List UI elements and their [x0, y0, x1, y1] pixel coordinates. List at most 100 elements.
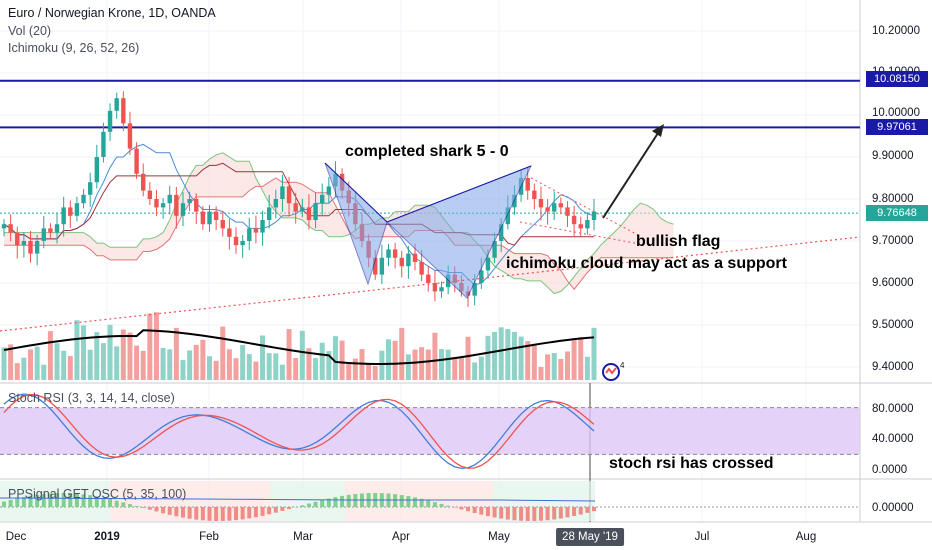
volume-bar: [465, 336, 471, 380]
candle-body: [141, 173, 146, 191]
volume-bar: [173, 327, 179, 380]
candle-body: [147, 190, 153, 199]
tradingview-logo-icon[interactable]: 4: [600, 361, 628, 381]
candlestick-series[interactable]: [1, 91, 597, 307]
candle-body: [121, 98, 126, 124]
osc-bar: [121, 502, 126, 507]
volume-bar: [551, 352, 557, 380]
candle-body: [432, 283, 438, 292]
volume-bar: [445, 349, 451, 380]
volume-bar: [372, 365, 378, 380]
ichimoku-support-annotation: ichimoku cloud may act as a support: [506, 255, 787, 272]
osc-bar: [94, 496, 99, 507]
osc-bar: [161, 507, 166, 514]
date-tick: Mar: [293, 531, 313, 543]
volume-bar: [531, 344, 537, 380]
drawing-layer[interactable]: [0, 124, 861, 522]
candle-body: [280, 186, 285, 199]
price-tick: 9.60000: [872, 277, 914, 289]
volume-bar: [14, 363, 20, 380]
osc-bar: [174, 507, 179, 517]
stoch-d-line: [3, 393, 595, 469]
volume-bar: [160, 347, 166, 380]
senkou-span-a: [4, 152, 674, 295]
volume-bar: [558, 358, 564, 380]
osc-bar: [519, 507, 524, 521]
osc-bar: [300, 505, 305, 507]
volume-bar: [564, 351, 570, 380]
candle-body: [373, 257, 378, 275]
candle-body: [399, 257, 404, 267]
volume-bar: [140, 350, 146, 380]
volume-bar: [21, 357, 27, 380]
stoch-rsi-label[interactable]: Stoch RSI (3, 3, 14, 14, close): [8, 391, 175, 405]
osc-bar: [273, 507, 278, 513]
volume-bar: [485, 335, 491, 380]
candle-body: [412, 253, 418, 262]
osc-bar: [61, 493, 66, 507]
candle-body: [167, 194, 172, 204]
osc-bar: [55, 493, 60, 507]
volume-bar: [399, 327, 405, 380]
osc-bar: [572, 507, 577, 517]
osc-bar: [545, 507, 550, 521]
volume-bar: [584, 356, 590, 380]
osc-bar: [260, 507, 265, 516]
current-price-label: 9.76648: [866, 205, 928, 221]
volume-bar: [458, 358, 464, 380]
symbol-title[interactable]: Euro / Norwegian Krone, 1D, OANDA: [8, 6, 216, 20]
candle-body: [419, 262, 424, 275]
candle-body: [293, 203, 298, 212]
volume-bar: [193, 344, 199, 380]
osc-bar: [326, 498, 331, 507]
osc-bar: [227, 507, 232, 521]
candle-body: [498, 224, 504, 241]
candle-body: [48, 228, 53, 233]
osc-bar: [240, 507, 245, 520]
candle-body: [61, 207, 66, 225]
date-tick: Apr: [392, 531, 410, 543]
volume-bar: [279, 364, 285, 380]
osc-bar: [432, 502, 437, 507]
osc-bar: [280, 507, 285, 511]
osc-bar: [439, 503, 444, 507]
volume-bar: [180, 360, 186, 380]
resistance-1-price-label: 10.08150: [866, 71, 928, 87]
ichimoku-indicator-label[interactable]: Ichimoku (9, 26, 52, 26): [8, 41, 140, 55]
volume-bar: [41, 364, 47, 380]
volume-bar: [127, 332, 133, 380]
candle-body: [591, 211, 597, 220]
volume-bar: [319, 342, 325, 380]
volume-bar: [153, 312, 159, 380]
volume-bar: [246, 354, 252, 380]
volume-bar: [240, 345, 246, 380]
date-tick: Jul: [694, 531, 710, 543]
candle-body: [260, 220, 265, 233]
volume-bar: [472, 362, 478, 380]
candle-body: [392, 249, 398, 258]
ppsignal-osc-pane: [0, 481, 860, 521]
osc-bar: [426, 500, 431, 507]
volume-bar: [478, 356, 484, 380]
volume-bar: [107, 324, 113, 380]
candle-body: [220, 220, 225, 229]
candle-body: [81, 194, 86, 204]
volume-bar: [61, 350, 67, 380]
osc-bar: [525, 507, 530, 521]
candle-body: [134, 148, 139, 174]
osc-label[interactable]: PPSignal GET OSC (5, 35, 100): [8, 487, 187, 501]
osc-bar: [8, 499, 13, 507]
osc-bar: [565, 507, 570, 518]
candle-body: [439, 287, 444, 292]
candle-body: [87, 182, 93, 195]
osc-bar: [306, 503, 311, 507]
volume-bar: [425, 349, 431, 380]
candle-body: [41, 228, 46, 241]
osc-bar: [187, 507, 192, 519]
stoch-rsi-pane: [0, 393, 860, 470]
volume-indicator-label[interactable]: Vol (20): [8, 24, 52, 38]
candle-body: [286, 186, 292, 204]
stoch-tick: 40.0000: [872, 433, 914, 445]
candle-body: [253, 228, 259, 233]
